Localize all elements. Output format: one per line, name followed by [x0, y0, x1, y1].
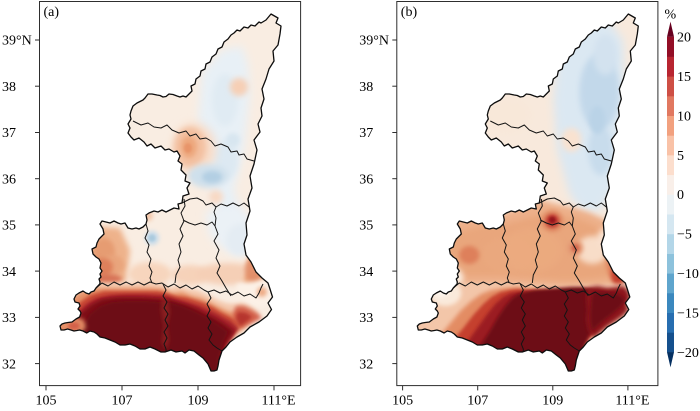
- svg-text:−5: −5: [677, 228, 692, 243]
- svg-text:32: 32: [2, 357, 16, 372]
- svg-text:−10: −10: [677, 267, 699, 282]
- svg-text:−15: −15: [677, 306, 699, 321]
- svg-text:32: 32: [359, 357, 373, 372]
- svg-text:5: 5: [677, 149, 684, 164]
- svg-text:36: 36: [359, 172, 373, 187]
- svg-text:−20: −20: [677, 346, 699, 361]
- svg-text:10: 10: [677, 109, 691, 124]
- svg-text:(b): (b): [401, 5, 418, 20]
- svg-text:38: 38: [359, 80, 373, 95]
- svg-text:15: 15: [677, 70, 691, 85]
- svg-text:33: 33: [359, 311, 373, 326]
- svg-text:107: 107: [112, 394, 133, 407]
- svg-text:35: 35: [359, 219, 373, 234]
- svg-text:105: 105: [36, 394, 57, 407]
- svg-text:109: 109: [542, 394, 563, 407]
- svg-text:105: 105: [392, 394, 413, 407]
- svg-text:109: 109: [188, 394, 209, 407]
- svg-text:37: 37: [359, 126, 373, 141]
- svg-text:111°E: 111°E: [615, 394, 649, 407]
- svg-text:(a): (a): [44, 5, 60, 20]
- svg-text:111°E: 111°E: [261, 394, 295, 407]
- svg-text:39: 39: [359, 34, 373, 49]
- svg-text:38: 38: [2, 80, 16, 95]
- svg-text:39: 39: [2, 34, 16, 49]
- svg-text:34: 34: [2, 265, 16, 280]
- svg-text:34: 34: [359, 265, 373, 280]
- svg-text:°N: °N: [373, 34, 389, 49]
- svg-text:107: 107: [467, 394, 488, 407]
- svg-text:35: 35: [2, 219, 16, 234]
- svg-text:20: 20: [677, 31, 691, 46]
- svg-text:0: 0: [677, 188, 684, 203]
- svg-text:°N: °N: [16, 34, 32, 49]
- svg-text:33: 33: [2, 311, 16, 326]
- svg-text:36: 36: [2, 172, 16, 187]
- svg-text:%: %: [665, 8, 677, 23]
- svg-text:37: 37: [2, 126, 16, 141]
